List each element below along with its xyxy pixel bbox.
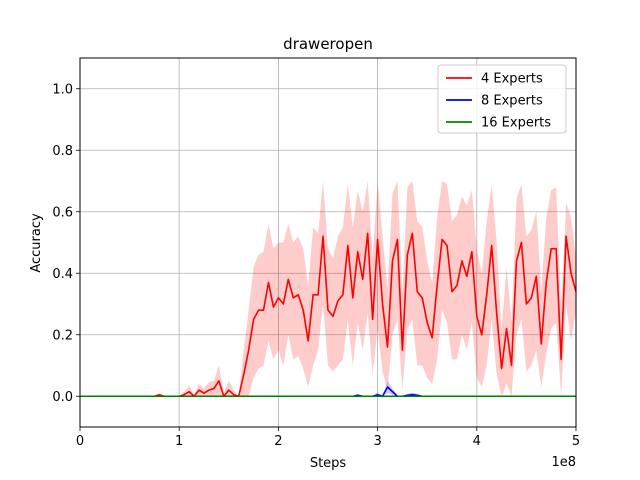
x-axis-label: Steps [310, 456, 347, 471]
legend-label-4-experts: 4 Experts [481, 72, 543, 87]
x-axis-offset-label: 1e8 [551, 455, 576, 470]
y-axis: 0.0 0.2 0.4 0.6 0.8 1.0 [52, 82, 80, 405]
x-tick-label: 5 [572, 434, 580, 449]
y-tick-label: 1.0 [52, 82, 73, 97]
band-4-experts [80, 181, 576, 397]
series-lines [80, 232, 577, 398]
y-tick-label: 0.8 [52, 144, 73, 159]
legend: 4 Experts 8 Experts 16 Experts [437, 64, 567, 134]
legend-label-16-experts: 16 Experts [481, 116, 551, 131]
x-tick-label: 1 [175, 434, 183, 449]
y-tick-label: 0.0 [52, 390, 73, 405]
plot-frame [79, 57, 577, 428]
confidence-bands [80, 181, 576, 397]
x-axis: 0 1 2 3 4 5 [76, 427, 580, 449]
x-tick-label: 4 [473, 434, 481, 449]
chart-title: draweropen [283, 35, 373, 53]
x-tick-label: 0 [76, 434, 84, 449]
y-axis-label: Accuracy [29, 213, 44, 273]
y-tick-label: 0.4 [52, 267, 73, 282]
line-4-experts [80, 232, 577, 398]
legend-box [437, 64, 567, 134]
x-tick-label: 3 [373, 434, 381, 449]
legend-label-8-experts: 8 Experts [481, 94, 543, 109]
x-tick-label: 2 [274, 434, 282, 449]
y-tick-label: 0.6 [52, 205, 73, 220]
y-tick-label: 0.2 [52, 328, 73, 343]
